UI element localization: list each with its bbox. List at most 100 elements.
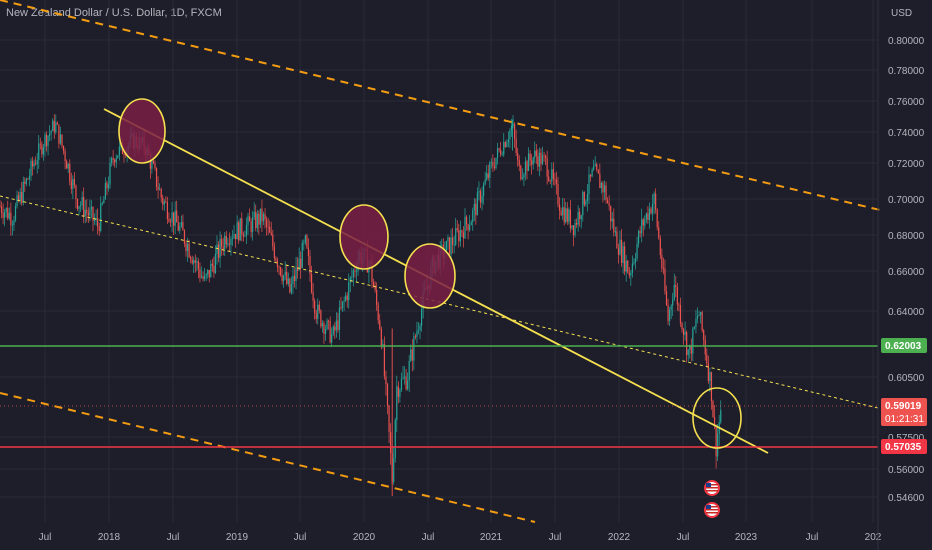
candle-body — [684, 331, 686, 335]
candle-body — [419, 325, 421, 331]
candle-body — [493, 166, 496, 168]
candle-body — [21, 191, 23, 204]
x-tick-label: Jul — [294, 532, 307, 543]
candle-body — [87, 212, 89, 216]
candle-body — [520, 165, 522, 179]
candle-body — [210, 263, 212, 278]
candle-body — [109, 162, 111, 185]
candle-body — [55, 122, 57, 133]
candle-body — [523, 174, 525, 178]
candle-body — [414, 336, 416, 338]
candle-body — [191, 259, 193, 264]
candle-body — [354, 270, 356, 272]
candle-body — [211, 263, 213, 266]
candle-body — [270, 232, 272, 235]
y-tick-label: 0.66000 — [888, 267, 925, 278]
candle-body — [196, 261, 198, 263]
candle-body — [628, 272, 630, 276]
x-tick-label: Jul — [167, 532, 180, 543]
x-tick-label: Jul — [677, 532, 690, 543]
candle-body — [681, 323, 683, 330]
candle-body — [639, 230, 641, 234]
candle-body — [475, 203, 477, 216]
candle-body — [100, 203, 102, 231]
candle-body — [610, 205, 612, 222]
candle-body — [245, 225, 248, 237]
candle-body — [290, 284, 292, 293]
candle-body — [69, 163, 71, 181]
candle-body — [166, 202, 168, 220]
y-tick-label: 0.68000 — [888, 231, 925, 242]
candle-body — [403, 376, 406, 378]
candle-body — [676, 287, 678, 305]
candle-body — [682, 329, 685, 335]
candle-body — [653, 193, 655, 204]
candle-body — [24, 181, 26, 184]
candle-body — [269, 226, 271, 233]
candle-body — [345, 295, 347, 301]
candle-body — [529, 153, 531, 161]
flag-stripe — [706, 506, 718, 508]
x-tick-label: Jul — [422, 532, 435, 543]
candle-body — [572, 225, 575, 236]
candle-body — [283, 275, 285, 281]
candle-body — [479, 191, 482, 203]
candle-body — [386, 384, 389, 406]
candle-body — [230, 238, 232, 245]
candle-body — [678, 304, 680, 306]
candle-body — [225, 235, 227, 245]
candle-body — [703, 330, 705, 340]
drawings — [0, 0, 881, 523]
candle-body — [293, 275, 296, 282]
candle-body — [388, 405, 390, 433]
candle-body — [67, 163, 69, 169]
us-flag-icon[interactable] — [704, 502, 720, 518]
candle-body — [509, 130, 511, 140]
flag-stripe — [706, 487, 718, 489]
candle-body — [328, 320, 330, 322]
candle-body — [709, 372, 711, 382]
candle-body — [284, 272, 286, 276]
candle-body — [106, 182, 108, 189]
candle-body — [332, 326, 334, 335]
candle-body — [627, 260, 629, 273]
candle-body — [527, 153, 530, 171]
candle-body — [569, 209, 571, 229]
candle-body — [199, 269, 201, 278]
candle-body — [715, 425, 717, 457]
candle-body — [710, 372, 713, 401]
candle-body — [348, 282, 350, 301]
candle-body — [62, 145, 65, 152]
candle-body — [696, 315, 699, 319]
candle-body — [111, 158, 113, 163]
candles — [0, 114, 722, 496]
candle-body — [555, 179, 558, 184]
us-flag-icon[interactable] — [704, 480, 720, 496]
candle-body — [59, 134, 62, 144]
candle-body — [323, 323, 325, 334]
y-tick-label: 0.78000 — [888, 66, 925, 77]
candle-body — [548, 176, 550, 181]
candle-body — [340, 307, 342, 309]
candle-body — [219, 238, 221, 258]
candle-body — [650, 208, 652, 214]
candle-body — [151, 160, 153, 169]
candle-body — [310, 274, 313, 293]
candle-body — [514, 124, 516, 139]
candle-body — [713, 417, 716, 426]
candle-body — [14, 205, 17, 221]
x-tick-label: 2022 — [608, 532, 631, 543]
y-tick-label: 0.56000 — [888, 465, 925, 476]
candle-body — [700, 312, 702, 315]
candle-body — [411, 349, 413, 361]
flag-stripe — [706, 490, 718, 492]
flag-canton — [706, 505, 711, 509]
candle-body — [22, 181, 24, 204]
candle-body — [622, 246, 624, 263]
candle-body — [526, 161, 528, 171]
candle-body — [0, 206, 1, 207]
candle-body — [227, 243, 229, 245]
candle-body — [264, 214, 266, 220]
candle-body — [545, 155, 547, 159]
